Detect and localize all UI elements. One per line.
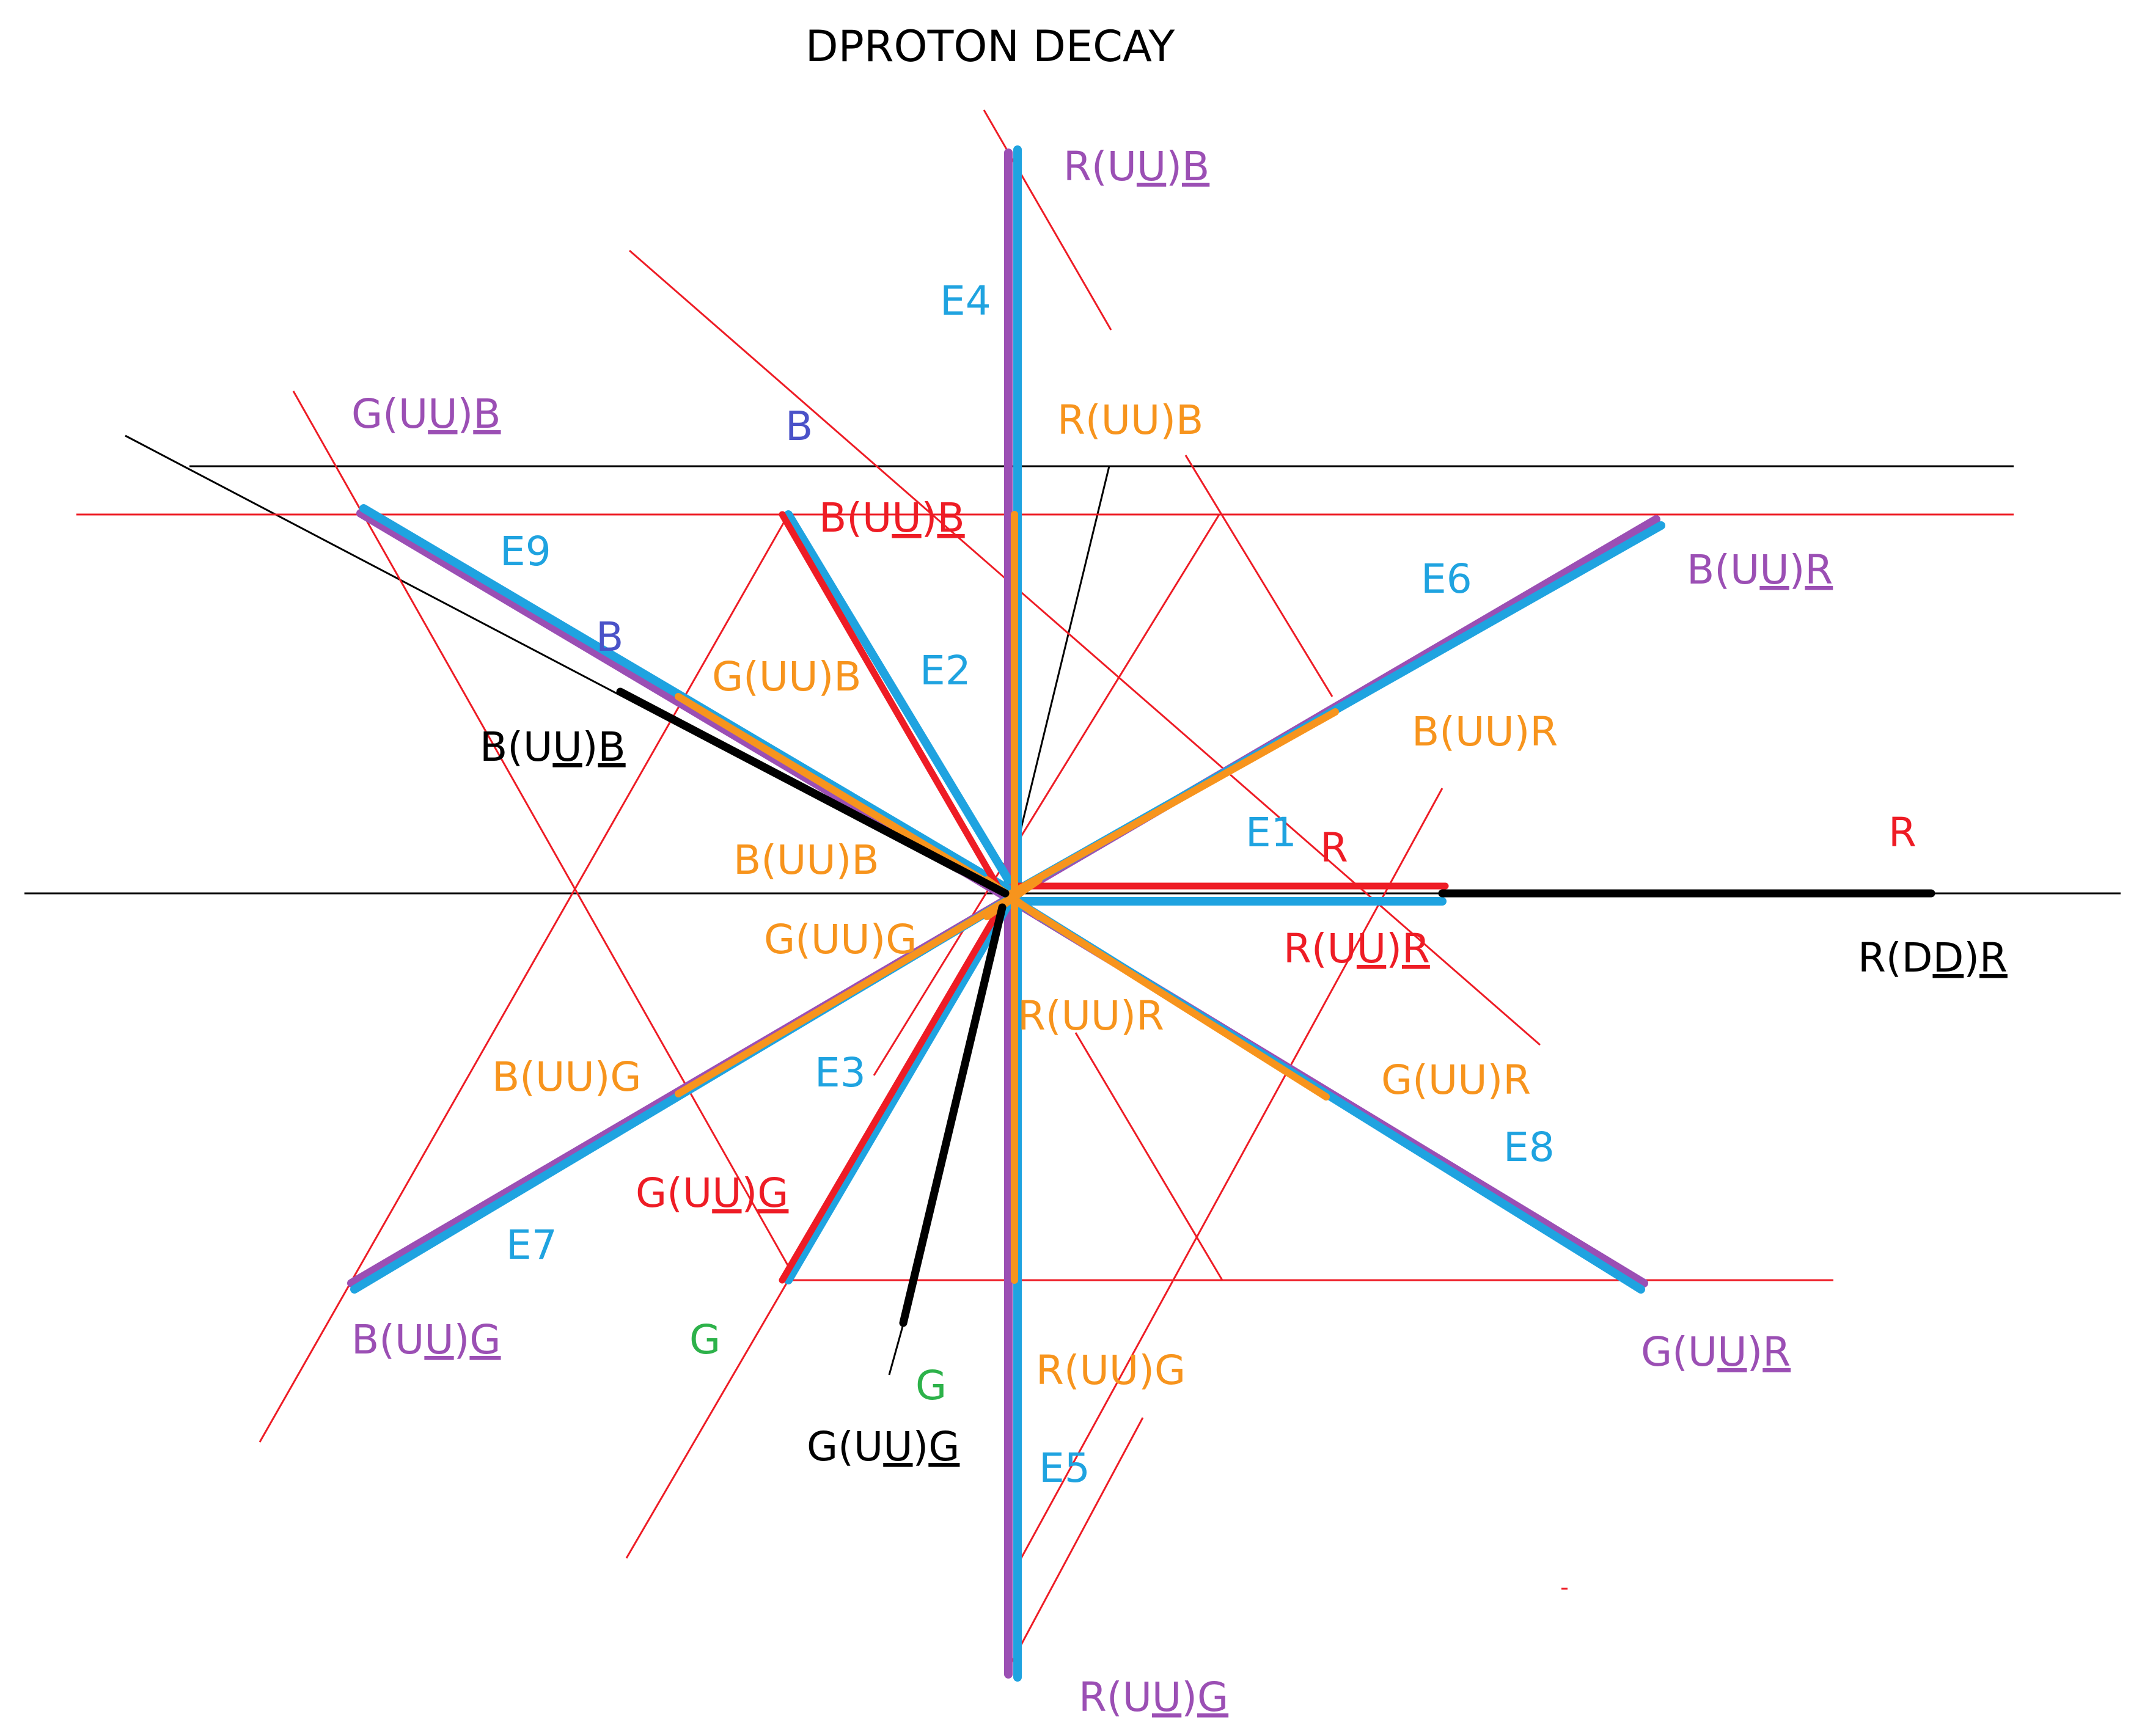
label-b-uu-r-orange: B(UU)R bbox=[1412, 708, 1558, 755]
label-e9: E9 bbox=[500, 528, 551, 575]
orange-spoke-upper-right bbox=[1008, 708, 1339, 897]
orange-spokes bbox=[675, 511, 1339, 1284]
purple-labels: R(UU)B G(UU)B B(UU)R B(UU)G G(UU)R R(UU)… bbox=[351, 143, 1833, 1721]
label-e5: E5 bbox=[1039, 1445, 1090, 1492]
e-labels: E4 E9 E6 E2 E1 E3 E8 E7 E5 bbox=[500, 277, 1555, 1492]
label-r-uu-r-orange: R(UU)R bbox=[1018, 992, 1164, 1039]
short-black-line bbox=[1013, 466, 1110, 856]
red-grid-lines bbox=[76, 109, 2014, 1675]
label-e7: E7 bbox=[506, 1221, 557, 1269]
label-b-uu-g-bottom-left: B(UU)G bbox=[351, 1316, 501, 1363]
label-e3: E3 bbox=[815, 1049, 866, 1096]
blue-spoke-e2 bbox=[784, 510, 1013, 884]
blue-spoke-e3 bbox=[784, 900, 1013, 1284]
red-spoke-lower bbox=[779, 901, 1006, 1284]
label-r-uu-b-top: R(UU)B bbox=[1063, 143, 1209, 190]
label-g-uu-g-red: G(UU)G bbox=[636, 1170, 788, 1217]
label-g-uu-r-orange: G(UU)R bbox=[1381, 1057, 1531, 1104]
black-thick-upper-left bbox=[616, 687, 1010, 898]
red-diag-9 bbox=[625, 1280, 790, 1559]
label-r-far: R bbox=[1888, 809, 1916, 856]
red-diag-10 bbox=[1004, 1417, 1144, 1675]
label-r-dd-r: R(DD)R bbox=[1858, 934, 2008, 981]
label-g-uu-r-bottom-right: G(UU)R bbox=[1641, 1328, 1791, 1375]
label-g-uu-g-black: G(UU)G bbox=[807, 1423, 959, 1470]
red-diag-4 bbox=[1184, 455, 1333, 697]
label-g-uu-g-orange: G(UU)G bbox=[764, 916, 917, 963]
label-e1: E1 bbox=[1245, 809, 1297, 856]
orange-center-mark-2 bbox=[983, 876, 1043, 920]
diagram-title: DPROTON DECAY bbox=[805, 21, 1175, 71]
orange-spoke-lower-left bbox=[675, 898, 1009, 1097]
label-b-uu-b-orange: B(UU)B bbox=[733, 837, 879, 884]
label-e8: E8 bbox=[1503, 1124, 1555, 1171]
label-b-mid: B bbox=[596, 613, 623, 661]
label-g-left: G bbox=[689, 1316, 721, 1363]
orange-spoke-lower-right bbox=[1008, 895, 1330, 1101]
red-diag-6 bbox=[873, 514, 1220, 1076]
label-g-uu-b-orange: G(UU)B bbox=[712, 653, 862, 700]
red-diag-2 bbox=[629, 249, 1541, 1046]
label-r-uu-b-orange: R(UU)B bbox=[1057, 397, 1203, 444]
red-labels: B(UU)B R(UU)R G(UU)G R R bbox=[636, 494, 1916, 1217]
label-r-uu-g-orange: R(UU)G bbox=[1036, 1347, 1186, 1394]
label-b-top: B bbox=[785, 403, 813, 450]
red-diag-1 bbox=[983, 109, 1112, 331]
label-b-uu-r-right: B(UU)R bbox=[1687, 546, 1833, 593]
label-r-small: R bbox=[1320, 824, 1348, 871]
label-b-uu-b-black: B(UU)B bbox=[480, 723, 626, 771]
red-diag-8 bbox=[1013, 788, 1443, 1571]
red-spokes bbox=[779, 511, 1449, 1284]
label-r-uu-g-bottom: R(UU)G bbox=[1079, 1674, 1228, 1721]
label-b-uu-b-red: B(UU)B bbox=[819, 494, 965, 541]
label-r-uu-r-red: R(UU)R bbox=[1283, 925, 1430, 972]
small-black-stub bbox=[888, 1319, 906, 1375]
label-g-uu-b-top-left: G(UU)B bbox=[351, 390, 501, 438]
orange-labels: R(UU)B G(UU)B B(UU)R B(UU)B G(UU)G R(UU)… bbox=[492, 397, 1558, 1394]
red-diag-3 bbox=[292, 390, 796, 1278]
label-e6: E6 bbox=[1421, 555, 1472, 602]
label-e2: E2 bbox=[920, 647, 971, 694]
black-labels: B(UU)B R(DD)R G(UU)G bbox=[480, 723, 2008, 1470]
red-diag-5 bbox=[1074, 1032, 1223, 1281]
red-diag-7 bbox=[259, 514, 790, 1443]
black-thick-lower bbox=[899, 903, 1007, 1327]
red-spoke-upper bbox=[779, 511, 1003, 893]
label-g-mid: G bbox=[915, 1362, 947, 1409]
label-b-uu-g-orange: B(UU)G bbox=[492, 1053, 642, 1101]
black-thick-lines bbox=[616, 687, 1935, 1327]
label-e4: E4 bbox=[940, 277, 991, 324]
